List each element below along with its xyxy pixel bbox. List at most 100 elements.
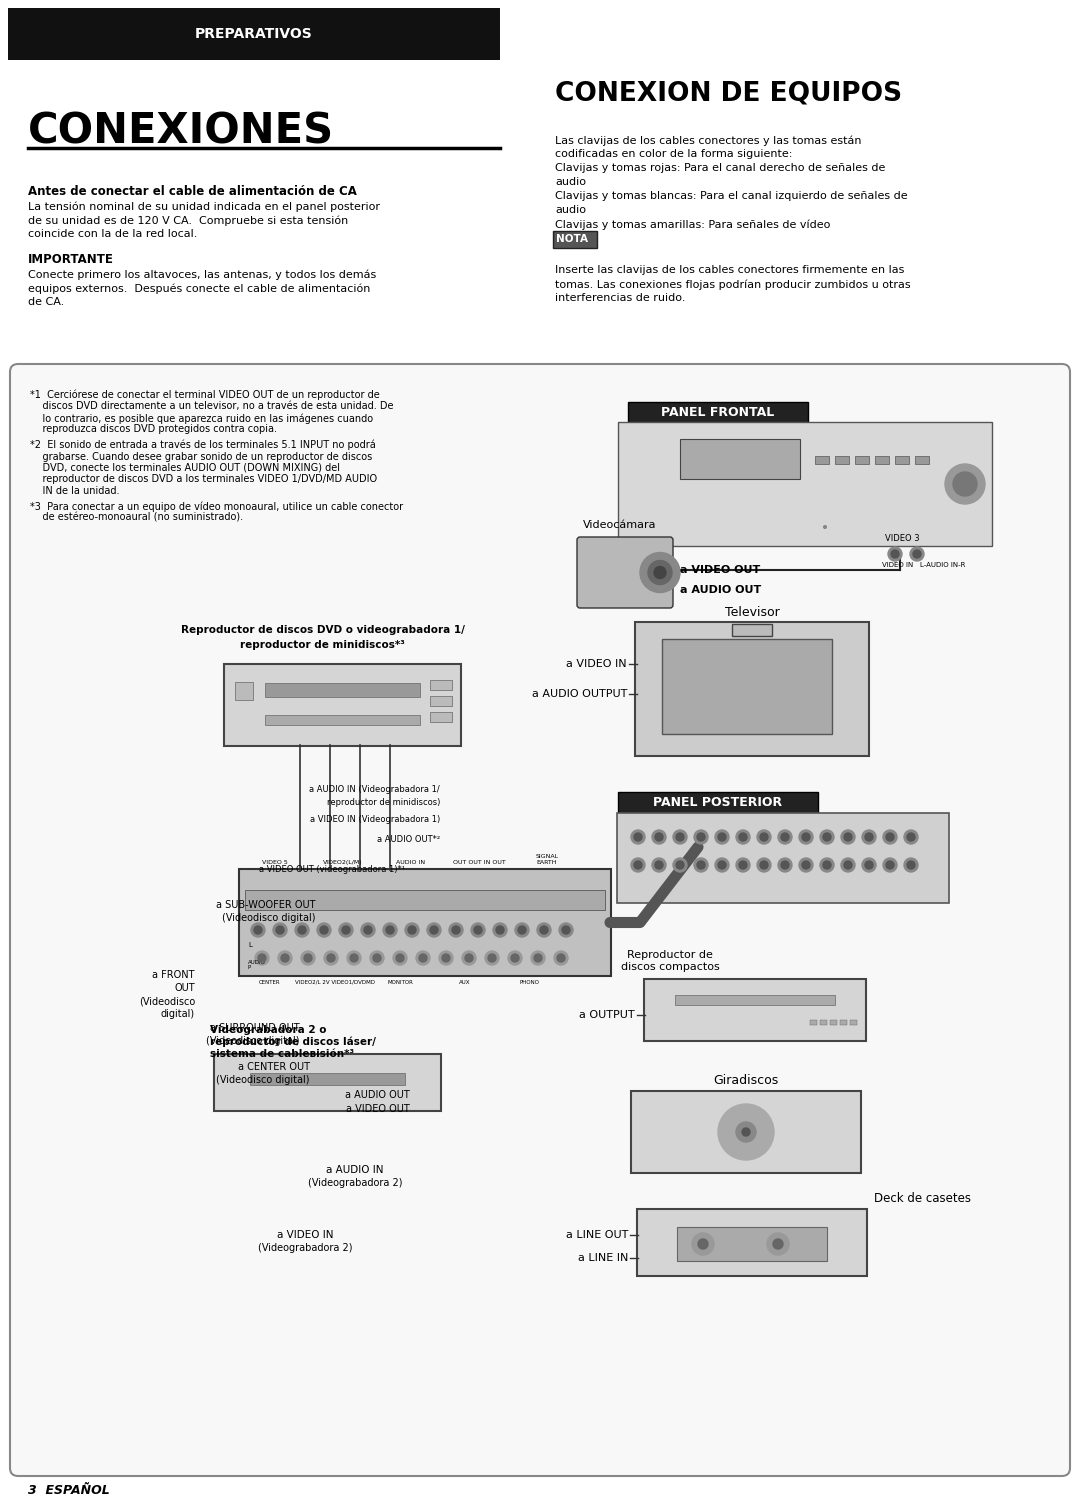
FancyBboxPatch shape (265, 683, 420, 698)
Circle shape (824, 526, 826, 527)
Text: VIDEO2(L/M): VIDEO2(L/M) (323, 860, 363, 865)
Circle shape (634, 860, 642, 870)
Text: MONITOR: MONITOR (387, 980, 413, 986)
Circle shape (820, 857, 834, 873)
Circle shape (907, 860, 915, 870)
Text: CONEXION DE EQUIPOS: CONEXION DE EQUIPOS (555, 80, 902, 105)
Circle shape (778, 857, 792, 873)
Circle shape (739, 833, 747, 841)
Circle shape (474, 925, 482, 934)
Text: (Videodisco: (Videodisco (138, 996, 195, 1007)
Text: PANEL FRONTAL: PANEL FRONTAL (661, 407, 774, 419)
Text: IN de la unidad.: IN de la unidad. (30, 485, 120, 496)
Circle shape (802, 833, 810, 841)
FancyBboxPatch shape (815, 457, 829, 464)
Text: audio: audio (555, 205, 586, 216)
Circle shape (676, 860, 684, 870)
Text: reproductor de minidiscos*³: reproductor de minidiscos*³ (240, 640, 405, 650)
Circle shape (904, 830, 918, 844)
Circle shape (767, 1233, 789, 1255)
Circle shape (496, 925, 504, 934)
Circle shape (531, 951, 545, 964)
Circle shape (273, 922, 287, 937)
Text: a VIDEO IN: a VIDEO IN (566, 659, 627, 669)
Text: OUT: OUT (174, 983, 195, 993)
Text: PANEL POSTERIOR: PANEL POSTERIOR (653, 797, 783, 809)
Circle shape (453, 925, 460, 934)
Circle shape (295, 922, 309, 937)
Circle shape (773, 1239, 783, 1249)
Circle shape (361, 922, 375, 937)
Text: CENTER: CENTER (259, 980, 281, 986)
FancyBboxPatch shape (875, 457, 889, 464)
Text: L: L (248, 942, 252, 948)
Text: Reproductor de: Reproductor de (627, 949, 713, 960)
FancyBboxPatch shape (675, 995, 835, 1005)
Text: a VIDEO IN: a VIDEO IN (276, 1230, 334, 1240)
Text: reproductor de minidiscos): reproductor de minidiscos) (326, 799, 440, 808)
Circle shape (419, 954, 427, 961)
FancyBboxPatch shape (644, 980, 866, 1041)
Text: discos compactos: discos compactos (621, 961, 719, 972)
Text: a LINE IN: a LINE IN (578, 1252, 627, 1263)
Circle shape (449, 922, 463, 937)
Circle shape (281, 954, 289, 961)
FancyBboxPatch shape (245, 891, 605, 910)
Circle shape (862, 857, 876, 873)
Circle shape (824, 526, 826, 527)
Text: reproduzca discos DVD protegidos contra copia.: reproduzca discos DVD protegidos contra … (30, 425, 276, 434)
FancyBboxPatch shape (850, 1020, 858, 1025)
Text: a OUTPUT: a OUTPUT (579, 1010, 635, 1020)
Circle shape (393, 951, 407, 964)
Text: tomas. Las conexiones flojas podrían producir zumbidos u otras: tomas. Las conexiones flojas podrían pro… (555, 279, 910, 289)
Text: NOTA: NOTA (556, 234, 588, 244)
Circle shape (471, 922, 485, 937)
FancyBboxPatch shape (915, 457, 929, 464)
Circle shape (324, 951, 338, 964)
Text: PREPARATIVOS: PREPARATIVOS (195, 27, 313, 41)
Text: SIGNAL
EARTH: SIGNAL EARTH (536, 854, 558, 865)
Circle shape (438, 951, 453, 964)
Circle shape (430, 925, 438, 934)
Circle shape (416, 951, 430, 964)
Text: a AUDIO IN (Videograbadora 1/: a AUDIO IN (Videograbadora 1/ (309, 785, 440, 794)
Circle shape (465, 954, 473, 961)
Text: codificadas en color de la forma siguiente:: codificadas en color de la forma siguien… (555, 149, 793, 160)
Circle shape (735, 830, 750, 844)
Circle shape (843, 833, 852, 841)
FancyBboxPatch shape (732, 624, 772, 636)
FancyBboxPatch shape (265, 714, 420, 725)
FancyBboxPatch shape (840, 1020, 847, 1025)
Circle shape (824, 526, 826, 527)
Text: interferencias de ruido.: interferencias de ruido. (555, 292, 686, 303)
Circle shape (370, 951, 384, 964)
FancyBboxPatch shape (617, 812, 949, 903)
Circle shape (883, 830, 897, 844)
Circle shape (781, 860, 789, 870)
FancyBboxPatch shape (214, 1053, 441, 1111)
Circle shape (276, 925, 284, 934)
FancyBboxPatch shape (631, 1091, 861, 1172)
Text: Clavijas y tomas rojas: Para el canal derecho de señales de: Clavijas y tomas rojas: Para el canal de… (555, 163, 886, 173)
Circle shape (301, 951, 315, 964)
Circle shape (739, 860, 747, 870)
FancyBboxPatch shape (10, 365, 1070, 1475)
Circle shape (654, 860, 663, 870)
Text: a VIDEO OUT: a VIDEO OUT (347, 1105, 410, 1114)
Text: PHONO: PHONO (519, 980, 540, 986)
Circle shape (715, 857, 729, 873)
Circle shape (640, 553, 680, 592)
Text: Antes de conectar el cable de alimentación de CA: Antes de conectar el cable de alimentaci… (28, 185, 356, 197)
Circle shape (654, 833, 663, 841)
Circle shape (823, 860, 831, 870)
Circle shape (350, 954, 357, 961)
Text: a SURROUND OUT: a SURROUND OUT (211, 1023, 300, 1032)
Text: a VIDEO IN (Videograbadora 1): a VIDEO IN (Videograbadora 1) (310, 815, 440, 824)
FancyBboxPatch shape (618, 422, 993, 546)
Text: a AUDIO IN: a AUDIO IN (326, 1165, 383, 1175)
Circle shape (386, 925, 394, 934)
Text: a VIDEO OUT (videograbadora 1)*¹: a VIDEO OUT (videograbadora 1)*¹ (259, 865, 405, 874)
Circle shape (841, 830, 855, 844)
FancyBboxPatch shape (895, 457, 909, 464)
Text: equipos externos.  Después conecte el cable de alimentación: equipos externos. Después conecte el cab… (28, 283, 370, 294)
